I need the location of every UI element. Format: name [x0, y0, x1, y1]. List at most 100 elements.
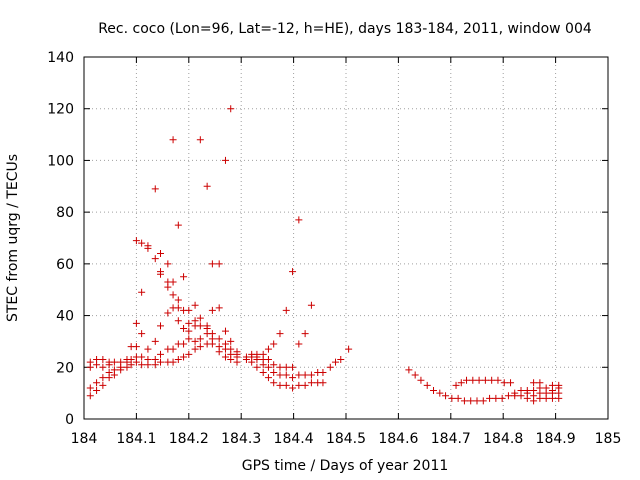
data-point — [264, 363, 272, 371]
data-point — [479, 397, 487, 405]
data-point — [196, 136, 204, 144]
data-point — [93, 387, 101, 395]
data-point — [423, 381, 431, 389]
data-point — [500, 379, 508, 387]
data-point — [196, 335, 204, 343]
data-point — [208, 306, 216, 314]
grid — [84, 57, 608, 419]
data-point — [259, 350, 267, 358]
data-point — [463, 376, 471, 384]
data-point — [337, 356, 345, 364]
data-point — [208, 330, 216, 338]
data-point — [221, 340, 229, 348]
data-point — [454, 394, 462, 402]
data-point — [191, 301, 199, 309]
data-point — [295, 340, 303, 348]
data-point — [417, 376, 425, 384]
data-point — [555, 381, 563, 389]
data-point — [203, 322, 211, 330]
y-tick-label: 40 — [56, 309, 74, 325]
data-point — [536, 379, 544, 387]
x-tick-label: 184.9 — [536, 431, 576, 447]
data-point — [436, 389, 444, 397]
data-point — [138, 288, 146, 296]
data-point — [511, 389, 519, 397]
data-point — [494, 376, 502, 384]
data-point — [203, 182, 211, 190]
data-point — [492, 394, 500, 402]
data-point — [86, 358, 94, 366]
data-point — [523, 387, 531, 395]
data-point — [180, 325, 188, 332]
data-point — [215, 343, 223, 351]
data-point — [221, 327, 229, 335]
data-point — [169, 345, 177, 353]
data-point — [196, 322, 204, 330]
data-point — [138, 239, 146, 247]
data-point — [289, 374, 297, 382]
data-point — [457, 379, 465, 387]
y-tick-label: 20 — [56, 360, 74, 376]
data-point — [227, 105, 235, 113]
data-point — [530, 379, 538, 387]
data-point — [486, 394, 494, 402]
data-point — [174, 296, 182, 304]
data-point — [86, 392, 94, 400]
data-point — [430, 387, 438, 395]
x-tick-label: 184.5 — [326, 431, 366, 447]
data-point — [264, 345, 272, 353]
chart-title: Rec. coco (Lon=96, Lat=-12, h=HE), days … — [98, 21, 592, 37]
data-point — [93, 356, 101, 364]
data-point — [442, 392, 450, 400]
data-point — [295, 216, 303, 224]
data-point — [138, 353, 146, 361]
x-axis-label: GPS time / Days of year 2011 — [242, 458, 449, 474]
data-point — [301, 381, 309, 389]
data-point — [151, 185, 159, 193]
data-point — [282, 381, 290, 389]
data-point — [227, 345, 235, 353]
x-ticks: 184 184.1 184.2 184.3 184.4 184.5 184.6 184.7 18… — [71, 57, 621, 447]
data-point — [169, 278, 177, 286]
data-point — [488, 376, 496, 384]
data-point — [282, 363, 290, 371]
data-point — [475, 376, 483, 384]
y-tick-label: 140 — [47, 50, 74, 66]
data-point — [174, 221, 182, 229]
data-point — [127, 356, 135, 364]
data-point — [411, 371, 419, 379]
data-point — [452, 381, 460, 389]
data-point — [289, 384, 297, 392]
data-point — [99, 374, 107, 382]
data-point — [332, 358, 340, 366]
data-point — [221, 353, 229, 361]
data-point — [191, 317, 199, 325]
data-point — [253, 363, 261, 371]
data-point — [132, 237, 140, 245]
y-ticks: 0 20 40 60 80 100 120 140 — [47, 50, 608, 428]
data-point — [86, 384, 94, 392]
data-point — [99, 363, 107, 371]
y-tick-label: 60 — [56, 257, 74, 273]
data-point — [289, 363, 297, 371]
data-point — [517, 387, 525, 395]
x-tick-label: 184.7 — [431, 431, 471, 447]
data-point — [151, 255, 159, 263]
data-point — [93, 379, 101, 387]
data-point — [253, 350, 261, 358]
data-point — [185, 335, 193, 343]
x-tick-label: 184 — [71, 431, 98, 447]
y-tick-label: 120 — [47, 102, 74, 118]
data-point — [180, 353, 188, 361]
data-point — [264, 374, 272, 382]
data-point — [270, 368, 278, 376]
data-point — [132, 343, 140, 351]
data-point — [307, 371, 315, 379]
data-point — [542, 384, 550, 392]
x-tick-label: 184.3 — [221, 431, 261, 447]
data-point — [185, 319, 193, 327]
data-point — [530, 387, 538, 395]
data-point — [157, 358, 165, 366]
x-tick-label: 184.2 — [169, 431, 209, 447]
data-point — [180, 340, 188, 348]
